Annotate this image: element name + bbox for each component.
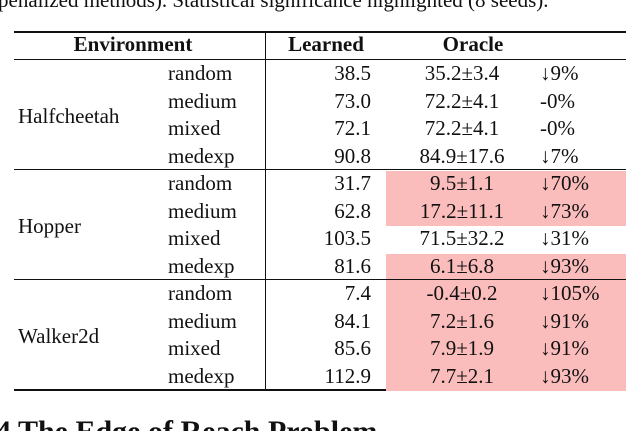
- change-value: ↓73%: [540, 198, 589, 223]
- oracle-value: 84.9±17.6: [419, 143, 505, 168]
- dataset-name: medium: [168, 308, 237, 333]
- environment-name: Walker2d: [18, 324, 100, 348]
- change-value: ↓31%: [540, 226, 589, 250]
- learned-value: 31.7: [334, 171, 371, 195]
- significance-highlight: [386, 336, 626, 364]
- dataset-name: medium: [168, 198, 237, 223]
- dataset-name: medexp: [168, 363, 235, 388]
- vertical-rule: [265, 32, 266, 390]
- environment-name: Halfcheetah: [18, 104, 120, 128]
- change-value: ↓70%: [540, 171, 589, 195]
- oracle-value: 71.5±32.2: [419, 226, 505, 250]
- change-value: ↓91%: [540, 336, 589, 360]
- learned-value: 103.5: [323, 226, 371, 250]
- header-environment: Environment: [73, 32, 193, 56]
- dataset-name: random: [168, 281, 233, 305]
- dataset-name: mixed: [168, 116, 221, 140]
- change-value: ↓9%: [540, 61, 579, 85]
- significance-highlight: [386, 253, 626, 281]
- top-rule: [14, 31, 626, 33]
- section-heading: 4 The Edge of Reach Problem: [0, 417, 377, 431]
- caption: penalized methods). Statistical signific…: [0, 0, 549, 12]
- learned-value: 62.8: [334, 198, 371, 223]
- significance-highlight: [386, 281, 626, 309]
- oracle-value: 7.9±1.9: [429, 336, 495, 360]
- change-value: ↓105%: [540, 281, 600, 305]
- dataset-name: medium: [168, 88, 237, 113]
- oracle-value: 17.2±11.1: [419, 198, 505, 223]
- header-learned: Learned: [288, 32, 364, 56]
- learned-value: 85.6: [334, 336, 371, 360]
- learned-value: 112.9: [324, 363, 371, 388]
- learned-value: 72.1: [334, 116, 371, 140]
- dataset-name: mixed: [168, 226, 221, 250]
- change-value: -0%: [540, 116, 575, 140]
- change-value: ↓91%: [540, 308, 589, 333]
- significance-highlight: [386, 198, 626, 226]
- oracle-value: 7.7±2.1: [429, 363, 495, 388]
- learned-value: 90.8: [334, 143, 371, 168]
- learned-value: 84.1: [334, 308, 371, 333]
- change-value: ↓7%: [540, 143, 579, 168]
- learned-value: 73.0: [334, 88, 371, 113]
- bottom-rule: [14, 389, 626, 391]
- group-rule: [14, 279, 626, 280]
- oracle-value: 9.5±1.1: [429, 171, 495, 195]
- change-value: -0%: [540, 88, 575, 113]
- dataset-name: random: [168, 171, 233, 195]
- oracle-value: -0.4±0.2: [426, 281, 498, 305]
- dataset-name: random: [168, 61, 233, 85]
- dataset-name: mixed: [168, 336, 221, 360]
- learned-value: 81.6: [334, 253, 371, 278]
- oracle-value: 72.2±4.1: [424, 116, 500, 140]
- group-rule: [14, 169, 626, 170]
- change-value: ↓93%: [540, 363, 589, 388]
- significance-highlight: [386, 171, 626, 199]
- significance-highlight: [386, 308, 626, 336]
- learned-value: 7.4: [344, 281, 371, 305]
- oracle-value: 72.2±4.1: [424, 88, 500, 113]
- dataset-name: medexp: [168, 253, 235, 278]
- header-oracle: Oracle: [442, 32, 504, 56]
- significance-highlight: [386, 363, 626, 391]
- oracle-value: 7.2±1.6: [429, 308, 495, 333]
- dataset-name: medexp: [168, 143, 235, 168]
- oracle-value: 35.2±3.4: [424, 61, 500, 85]
- environment-name: Hopper: [18, 214, 81, 238]
- oracle-value: 6.1±6.8: [429, 253, 495, 278]
- change-value: ↓93%: [540, 253, 589, 278]
- learned-value: 38.5: [334, 61, 371, 85]
- header-rule: [14, 59, 626, 60]
